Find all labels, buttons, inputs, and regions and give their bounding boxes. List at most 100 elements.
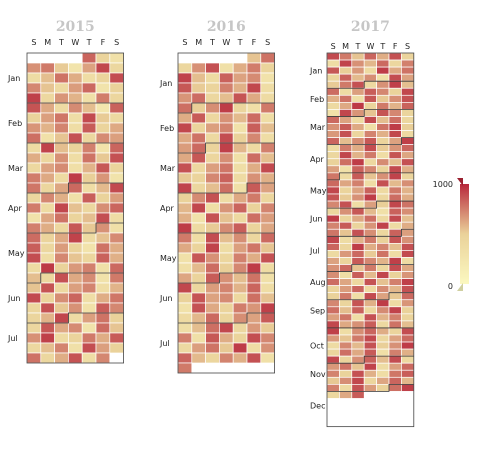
day-cell[interactable] (351, 355, 365, 364)
day-cell[interactable] (351, 384, 365, 392)
day-cell[interactable] (388, 235, 402, 244)
day-cell[interactable] (246, 282, 262, 294)
day-cell[interactable] (339, 165, 353, 174)
day-cell[interactable] (177, 102, 193, 114)
day-cell[interactable] (232, 212, 248, 224)
day-cell[interactable] (388, 299, 402, 308)
day-cell[interactable] (388, 228, 402, 237)
day-cell[interactable] (40, 252, 55, 264)
day-cell[interactable] (95, 222, 111, 234)
day-cell[interactable] (232, 352, 248, 364)
day-cell[interactable] (401, 327, 415, 336)
day-cell[interactable] (326, 341, 340, 350)
day-cell[interactable] (401, 52, 415, 61)
day-cell[interactable] (246, 342, 262, 354)
day-cell[interactable] (260, 202, 275, 214)
day-cell[interactable] (363, 137, 377, 146)
day-cell[interactable] (54, 282, 69, 294)
day-cell[interactable] (246, 322, 262, 334)
day-cell[interactable] (81, 82, 97, 94)
day-cell[interactable] (401, 250, 415, 258)
day-cell[interactable] (376, 341, 390, 350)
day-cell[interactable] (191, 342, 206, 354)
day-cell[interactable] (351, 59, 365, 68)
day-cell[interactable] (219, 152, 234, 164)
day-cell[interactable] (232, 252, 248, 264)
day-cell[interactable] (68, 82, 83, 94)
day-cell[interactable] (40, 102, 55, 114)
day-cell[interactable] (339, 376, 353, 385)
day-cell[interactable] (219, 112, 234, 124)
day-cell[interactable] (260, 262, 275, 274)
day-cell[interactable] (260, 242, 275, 254)
day-cell[interactable] (40, 342, 55, 354)
day-cell[interactable] (177, 162, 193, 174)
day-cell[interactable] (95, 162, 111, 174)
day-cell[interactable] (205, 302, 220, 314)
day-cell[interactable] (68, 192, 83, 204)
day-cell[interactable] (339, 264, 353, 272)
day-cell[interactable] (388, 144, 402, 153)
day-cell[interactable] (401, 80, 415, 89)
day-cell[interactable] (376, 73, 390, 82)
day-cell[interactable] (81, 152, 97, 164)
day-cell[interactable] (81, 192, 97, 204)
day-cell[interactable] (205, 62, 220, 74)
day-cell[interactable] (95, 172, 111, 184)
day-cell[interactable] (95, 242, 111, 254)
day-cell[interactable] (205, 232, 220, 244)
day-cell[interactable] (351, 313, 365, 322)
day-cell[interactable] (260, 322, 275, 334)
day-cell[interactable] (177, 112, 193, 124)
day-cell[interactable] (40, 72, 55, 84)
day-cell[interactable] (388, 101, 402, 110)
day-cell[interactable] (191, 242, 206, 254)
day-cell[interactable] (339, 94, 353, 103)
day-cell[interactable] (351, 179, 365, 188)
day-cell[interactable] (339, 151, 353, 160)
day-cell[interactable] (326, 376, 340, 385)
day-cell[interactable] (376, 292, 390, 301)
day-cell[interactable] (81, 252, 97, 264)
day-cell[interactable] (376, 87, 390, 96)
day-cell[interactable] (191, 92, 206, 104)
day-cell[interactable] (54, 342, 69, 354)
day-cell[interactable] (246, 262, 262, 274)
day-cell[interactable] (326, 348, 340, 357)
day-cell[interactable] (232, 162, 248, 174)
day-cell[interactable] (68, 332, 83, 344)
day-cell[interactable] (363, 369, 377, 378)
day-cell[interactable] (40, 292, 55, 304)
day-cell[interactable] (191, 102, 206, 114)
day-cell[interactable] (339, 369, 353, 378)
day-cell[interactable] (40, 192, 55, 204)
day-cell[interactable] (326, 243, 340, 251)
day-cell[interactable] (260, 192, 275, 204)
day-cell[interactable] (326, 320, 340, 329)
day-cell[interactable] (109, 232, 124, 244)
day-cell[interactable] (363, 243, 377, 251)
day-cell[interactable] (95, 312, 111, 324)
day-cell[interactable] (219, 312, 234, 324)
day-cell[interactable] (177, 252, 193, 264)
day-cell[interactable] (40, 302, 55, 314)
day-cell[interactable] (177, 242, 193, 254)
day-cell[interactable] (339, 313, 353, 322)
day-cell[interactable] (81, 72, 97, 84)
day-cell[interactable] (363, 285, 377, 294)
day-cell[interactable] (177, 212, 193, 224)
day-cell[interactable] (260, 222, 275, 234)
day-cell[interactable] (339, 348, 353, 357)
day-cell[interactable] (363, 207, 377, 216)
day-cell[interactable] (363, 355, 377, 364)
day-cell[interactable] (326, 214, 340, 223)
day-cell[interactable] (109, 302, 124, 314)
day-cell[interactable] (363, 109, 377, 117)
day-cell[interactable] (219, 242, 234, 254)
day-cell[interactable] (339, 257, 353, 265)
day-cell[interactable] (26, 352, 42, 364)
day-cell[interactable] (95, 202, 111, 214)
day-cell[interactable] (376, 214, 390, 223)
day-cell[interactable] (26, 312, 42, 324)
day-cell[interactable] (351, 271, 365, 279)
